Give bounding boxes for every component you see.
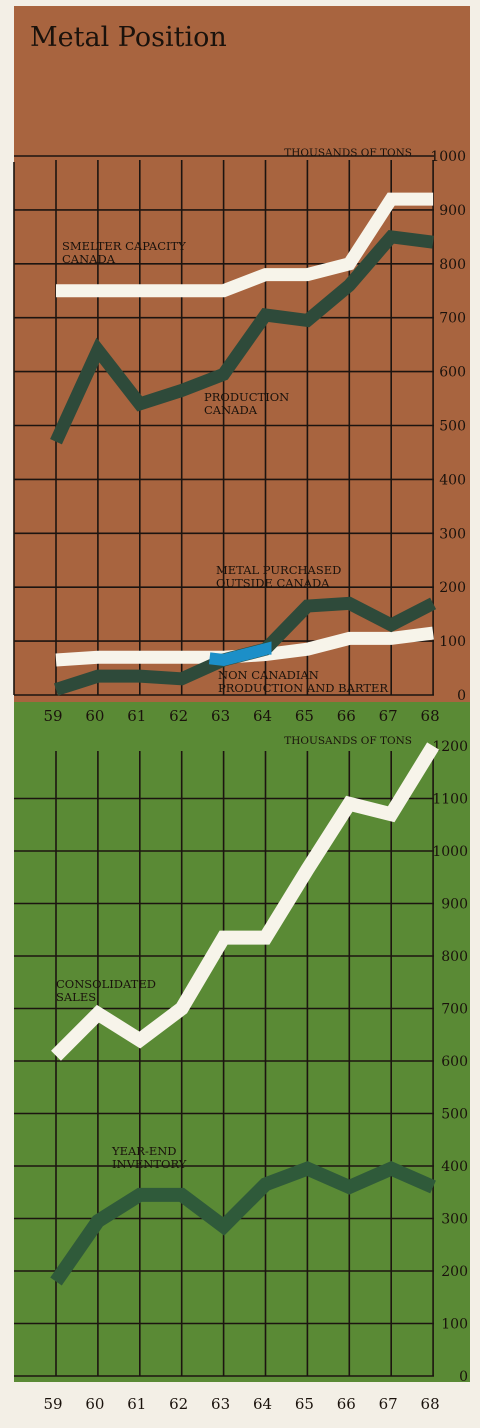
y-tick-label: 1200: [432, 739, 468, 755]
y-tick-label: 300: [441, 1212, 468, 1228]
x-tick-label: 61: [127, 1395, 146, 1413]
y-tick-label: 600: [439, 365, 466, 381]
x-tick-label: 64: [253, 1395, 272, 1413]
y-tick-label: 400: [441, 1159, 468, 1175]
x-tick-label: 66: [337, 707, 356, 725]
y-tick-label: 500: [441, 1107, 468, 1123]
x-tick-label: 59: [43, 707, 62, 725]
y-tick-label: 1000: [430, 149, 466, 165]
unit-label: THOUSANDS OF TONS: [284, 147, 412, 159]
unit-label: THOUSANDS OF TONS: [284, 735, 412, 747]
x-tick-label: 60: [85, 707, 104, 725]
x-tick-label: 67: [379, 707, 398, 725]
y-tick-label: 1100: [432, 792, 468, 808]
y-tick-label: 200: [441, 1264, 468, 1280]
series-label: PRODUCTION AND BARTER: [218, 681, 388, 695]
x-tick-label: 67: [379, 1395, 398, 1413]
series-label: SALES: [56, 990, 96, 1004]
series-overlap-highlight: [208, 641, 272, 667]
y-tick-label: 600: [441, 1054, 468, 1070]
chart-title: Metal Position: [30, 22, 227, 53]
series-label: CONSOLIDATED: [56, 977, 156, 991]
y-tick-label: 900: [441, 897, 468, 913]
series-line-year-end-inventory: [50, 1160, 436, 1286]
x-tick-label: 62: [169, 1395, 188, 1413]
series-label: YEAR-END: [111, 1144, 177, 1158]
x-tick-label: 64: [253, 707, 272, 725]
series-label: OUTSIDE CANADA: [216, 576, 330, 590]
series-label: SMELTER CAPACITY: [62, 239, 186, 253]
series-line-smelter-capacity: [56, 192, 434, 298]
y-tick-label: 300: [439, 526, 466, 542]
x-tick-label: 68: [421, 1395, 440, 1413]
y-tick-label: 400: [439, 472, 466, 488]
series-line-production-canada: [50, 229, 434, 445]
x-tick-label: 63: [211, 1395, 230, 1413]
series-label: PRODUCTION: [204, 390, 289, 404]
y-tick-label: 100: [439, 634, 466, 650]
series-label: NON CANADIAN: [218, 668, 319, 682]
y-tick-label: 100: [441, 1317, 468, 1333]
y-tick-label: 900: [439, 203, 466, 219]
y-tick-label: 200: [439, 580, 466, 596]
y-tick-label: 0: [459, 1369, 468, 1385]
x-tick-label: 61: [127, 707, 146, 725]
x-tick-label: 62: [169, 707, 188, 725]
y-tick-label: 500: [439, 419, 466, 435]
x-tick-label: 60: [85, 1395, 104, 1413]
x-tick-label: 63: [211, 707, 230, 725]
y-tick-label: 1000: [432, 844, 468, 860]
series-line-consolidated-sales: [51, 742, 440, 1061]
x-tick-label: 59: [43, 1395, 62, 1413]
x-tick-label: 66: [337, 1395, 356, 1413]
y-tick-label: 700: [439, 311, 466, 327]
x-tick-label: 65: [295, 1395, 314, 1413]
y-tick-label: 800: [439, 257, 466, 273]
x-tick-label: 68: [421, 707, 440, 725]
series-label: CANADA: [62, 252, 116, 266]
y-tick-label: 0: [457, 688, 466, 704]
series-label: METAL PURCHASED: [216, 563, 341, 577]
y-tick-label: 800: [441, 949, 468, 965]
series-label: INVENTORY: [112, 1157, 187, 1171]
x-tick-label: 65: [295, 707, 314, 725]
y-tick-label: 700: [441, 1002, 468, 1018]
series-label: CANADA: [204, 403, 258, 417]
